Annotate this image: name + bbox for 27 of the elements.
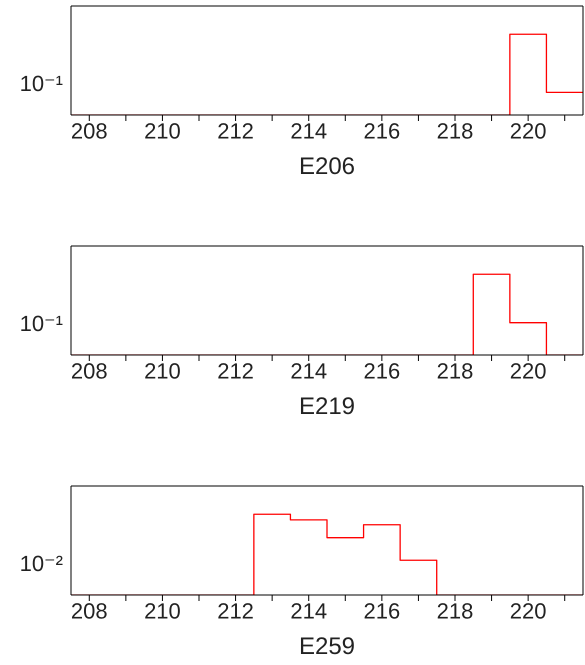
x-tick-label: 208 bbox=[70, 598, 108, 624]
x-tick-label: 218 bbox=[436, 358, 474, 384]
x-tick-label: 216 bbox=[364, 358, 400, 384]
x-axis-title: E259 bbox=[298, 633, 356, 660]
x-tick-label: 220 bbox=[510, 118, 546, 144]
x-tick-label: 210 bbox=[144, 118, 181, 144]
x-tick-label: 210 bbox=[144, 598, 181, 624]
x-tick-label: 220 bbox=[510, 358, 546, 384]
x-tick-label: 218 bbox=[436, 118, 474, 144]
x-axis-title: E219 bbox=[298, 393, 356, 420]
x-tick-label: 210 bbox=[144, 358, 181, 384]
x-tick-label: 214 bbox=[290, 358, 328, 384]
x-tick-label: 216 bbox=[364, 598, 400, 624]
text: 10⁻¹ bbox=[18, 311, 63, 337]
x-tick-label: 214 bbox=[290, 598, 328, 624]
text: 10⁻² bbox=[18, 551, 63, 577]
x-tick-label: 208 bbox=[70, 118, 108, 144]
x-tick-label: 216 bbox=[364, 118, 400, 144]
x-tick-label: 220 bbox=[510, 598, 546, 624]
x-tick-label: 218 bbox=[436, 598, 474, 624]
x-tick-label: 214 bbox=[290, 118, 328, 144]
x-tick-label: 212 bbox=[217, 358, 254, 384]
x-tick-label: 208 bbox=[70, 358, 108, 384]
x-tick-label: 212 bbox=[217, 118, 254, 144]
text: 10⁻¹ bbox=[18, 71, 63, 97]
x-axis-title: E206 bbox=[298, 153, 356, 180]
x-tick-label: 212 bbox=[217, 598, 254, 624]
